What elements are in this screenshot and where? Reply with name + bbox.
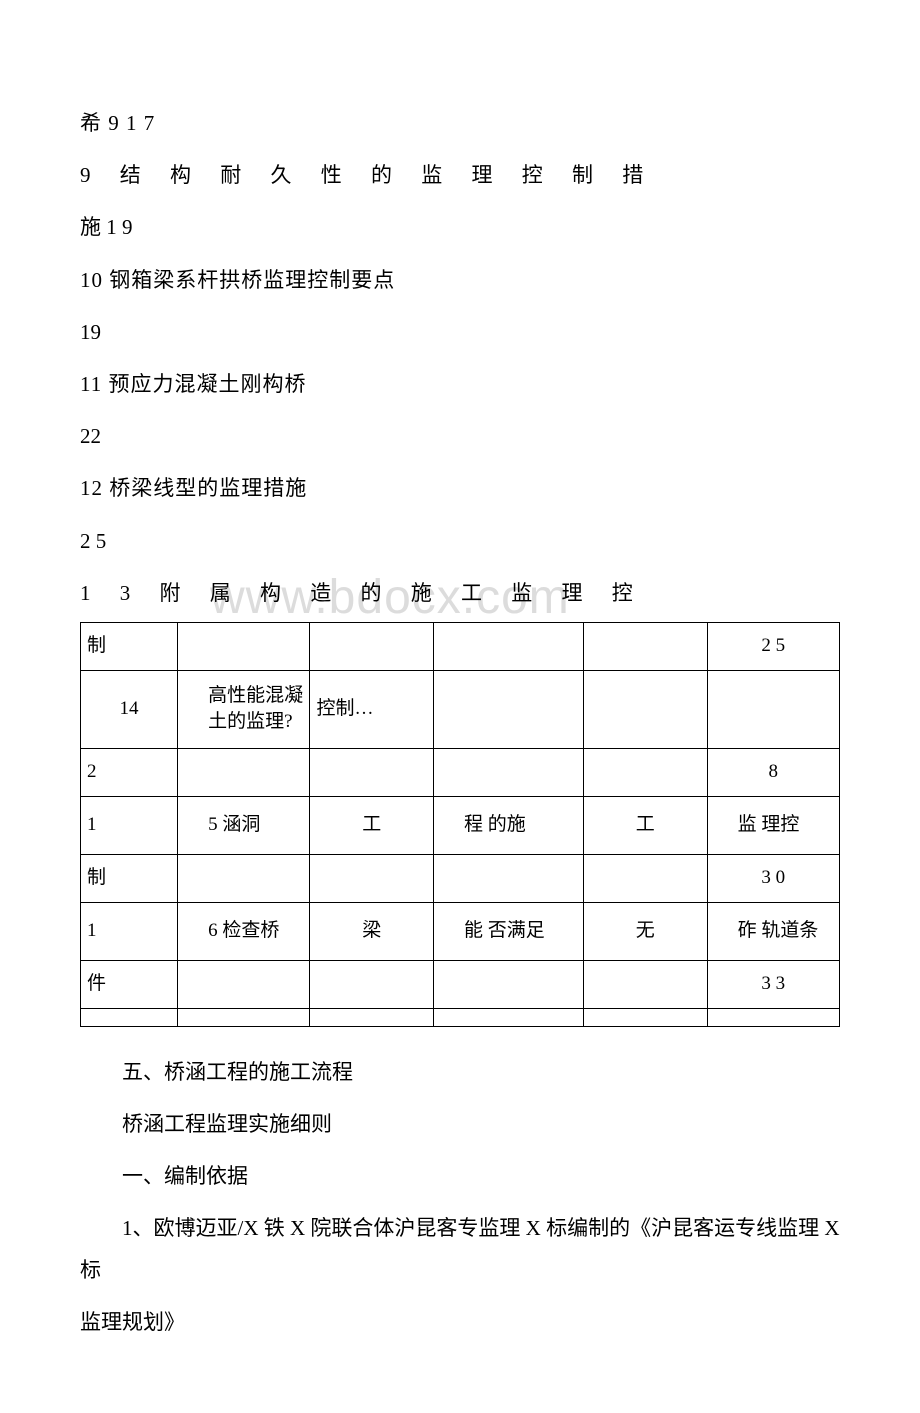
table-cell: 5 涵洞 [178,796,310,854]
body-p4: 1、欧博迈亚/X 铁 X 院联合体沪昆客专监理 X 标编制的《沪昆客运专线监理 … [80,1207,840,1291]
table-cell [310,960,434,1008]
toc-table: 制2 514高性能混凝土的监理?控制…2815 涵洞工程 的施工监 理控制3 0… [80,622,840,1027]
table-row-empty [81,1008,840,1026]
table-cell [178,854,310,902]
table-cell [178,622,310,670]
body-p5: 监理规划》 [80,1301,840,1343]
table-cell: 能 否满足 [434,902,584,960]
table-cell [434,670,584,748]
table-cell: 3 3 [707,960,839,1008]
table-cell [81,1008,178,1026]
table-row: 件 3 3 [81,960,840,1008]
table-row: 制 3 0 [81,854,840,902]
table-cell [310,854,434,902]
table-cell [310,748,434,796]
table-cell [178,1008,310,1026]
table-cell [434,960,584,1008]
table-cell [584,622,708,670]
toc-line-4: 10 钢箱梁系杆拱桥监理控制要点 [80,257,840,303]
table-cell [584,748,708,796]
table-row: 16 检查桥梁能 否满足无砟 轨道条 [81,902,840,960]
table-cell: 6 检查桥 [178,902,310,960]
toc-line-8: 12 桥梁线型的监理措施 [80,465,840,511]
table-cell: 梁 [310,902,434,960]
table-row: 14高性能混凝土的监理?控制… [81,670,840,748]
page-content: 希 9 1 7 9 结 构 耐 久 性 的 监 理 控 制 措 施 1 9 10… [80,100,840,1343]
table-cell [434,748,584,796]
toc-line-10: 1 3 附 属 构 造 的 施 工 监 理 控 [80,570,840,616]
table-cell [584,854,708,902]
table-cell: 工 [584,796,708,854]
table-cell [178,960,310,1008]
table-row: 15 涵洞工程 的施工监 理控 [81,796,840,854]
toc-line-3: 施 1 9 [80,204,840,250]
table-cell [584,1008,708,1026]
table-cell [178,748,310,796]
table-cell [584,960,708,1008]
table-cell: 件 [81,960,178,1008]
toc-line-7: 22 [80,413,840,459]
body-p3: 一、编制依据 [80,1155,840,1197]
table-cell: 控制… [310,670,434,748]
table-cell [310,1008,434,1026]
table-cell: 制 [81,622,178,670]
table-row: 制 2 5 [81,622,840,670]
table-cell: 砟 轨道条 [707,902,839,960]
table-cell: 无 [584,902,708,960]
table-cell: 2 5 [707,622,839,670]
body-p1: 五、桥涵工程的施工流程 [80,1051,840,1093]
table-cell [584,670,708,748]
table-cell: 8 [707,748,839,796]
table-cell [434,854,584,902]
table-cell [310,622,434,670]
table-cell: 监 理控 [707,796,839,854]
table-cell [707,670,839,748]
toc-line-2: 9 结 构 耐 久 性 的 监 理 控 制 措 [80,152,840,198]
table-row: 28 [81,748,840,796]
table-cell [434,622,584,670]
table-cell [434,1008,584,1026]
table-cell: 制 [81,854,178,902]
table-cell: 程 的施 [434,796,584,854]
toc-line-5: 19 [80,309,840,355]
table-cell: 1 [81,902,178,960]
table-cell: 2 [81,748,178,796]
body-p2: 桥涵工程监理实施细则 [80,1103,840,1145]
toc-line-6: 11 预应力混凝土刚构桥 [80,361,840,407]
table-cell: 3 0 [707,854,839,902]
table-cell: 高性能混凝土的监理? [178,670,310,748]
table-cell [707,1008,839,1026]
table-cell: 1 [81,796,178,854]
table-cell: 14 [81,670,178,748]
table-cell: 工 [310,796,434,854]
toc-line-9: 2 5 [80,518,840,564]
toc-line-1: 希 9 1 7 [80,100,840,146]
